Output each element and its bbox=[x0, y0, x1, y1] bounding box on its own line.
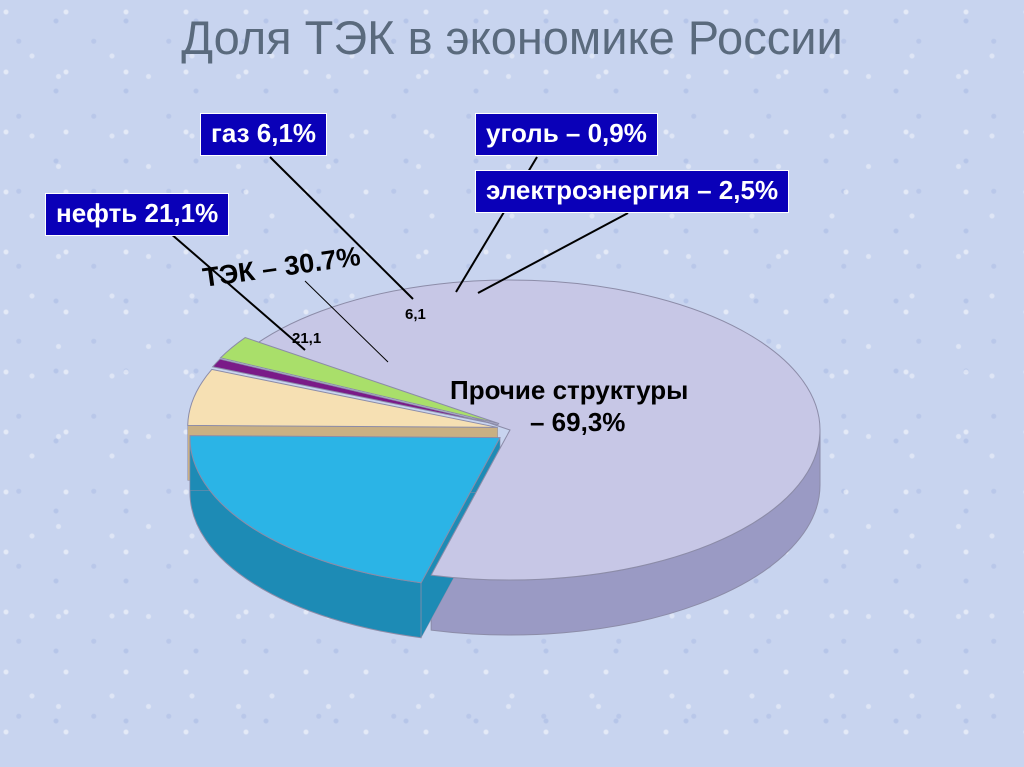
data-label-6: 6,1 bbox=[405, 306, 426, 323]
callout-coal: уголь – 0,9% bbox=[475, 113, 658, 156]
label-other-line1: Прочие структуры bbox=[450, 375, 688, 406]
callout-gas: газ 6,1% bbox=[200, 113, 327, 156]
callout-elec: электроэнергия – 2,5% bbox=[475, 170, 789, 213]
label-other-line2: – 69,3% bbox=[530, 407, 625, 438]
callout-oil: нефть 21,1% bbox=[45, 193, 229, 236]
data-label-21: 21,1 bbox=[292, 330, 321, 347]
